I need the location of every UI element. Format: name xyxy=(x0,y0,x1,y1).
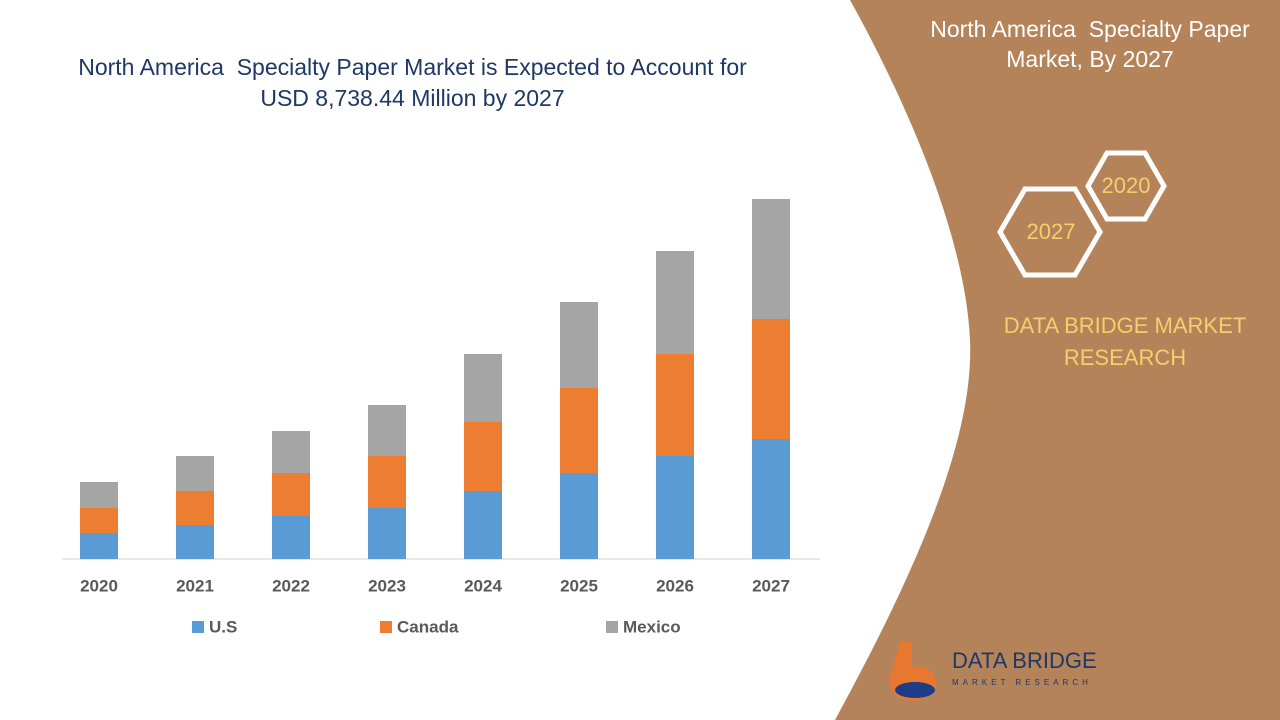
bar-segment xyxy=(752,199,790,319)
bar-segment xyxy=(368,508,406,559)
logo-mark xyxy=(895,682,935,698)
bar-segment xyxy=(560,302,598,388)
hexagon xyxy=(1085,150,1167,222)
legend-swatch xyxy=(606,621,618,633)
bar-segment xyxy=(560,473,598,559)
x-tick-label: 2027 xyxy=(752,576,790,595)
bar-segment xyxy=(272,516,310,559)
bar-segment xyxy=(752,319,790,439)
legend-swatch xyxy=(192,621,204,633)
bar-segment xyxy=(176,456,214,491)
logo-tagline: MARKET RESEARCH xyxy=(952,678,1092,687)
legend-label: Canada xyxy=(397,617,459,636)
side-title: North America Specialty Paper Market, By… xyxy=(930,16,1250,72)
bar-segment xyxy=(272,431,310,473)
bar-segment xyxy=(560,388,598,473)
bar-segment xyxy=(368,456,406,508)
bar-segment xyxy=(80,533,118,559)
bar-segment xyxy=(80,508,118,533)
chart-title: North America Specialty Paper Market is … xyxy=(78,54,754,111)
bar-segment xyxy=(272,473,310,516)
x-tick-label: 2022 xyxy=(272,576,310,595)
x-tick-label: 2020 xyxy=(80,576,118,595)
brand: DATA BRIDGE MARKET RESEARCH xyxy=(1003,313,1247,370)
bar-segment xyxy=(656,251,694,354)
bar-segment xyxy=(464,422,502,491)
hexagon xyxy=(997,186,1103,278)
x-tick-label: 2026 xyxy=(656,576,694,595)
side-panel-bg xyxy=(835,0,1280,720)
hexagon-label: 2020 xyxy=(1102,173,1151,198)
legend-label: Mexico xyxy=(623,617,681,636)
logo-name: DATA BRIDGE xyxy=(952,648,1097,673)
bar-segment xyxy=(80,482,118,508)
x-tick-label: 2023 xyxy=(368,576,406,595)
bar-segment xyxy=(464,354,502,422)
x-tick-label: 2024 xyxy=(464,576,502,595)
bar-segment xyxy=(176,491,214,525)
hexagon-label: 2027 xyxy=(1027,219,1076,244)
bar-segment xyxy=(656,354,694,456)
bar-segment xyxy=(464,491,502,559)
bar-segment xyxy=(176,525,214,559)
bar-segment xyxy=(656,456,694,559)
legend-swatch xyxy=(380,621,392,633)
x-tick-label: 2021 xyxy=(176,576,214,595)
bar-segment xyxy=(368,405,406,456)
x-tick-label: 2025 xyxy=(560,576,598,595)
bar-segment xyxy=(752,439,790,559)
legend-label: U.S xyxy=(209,617,237,636)
